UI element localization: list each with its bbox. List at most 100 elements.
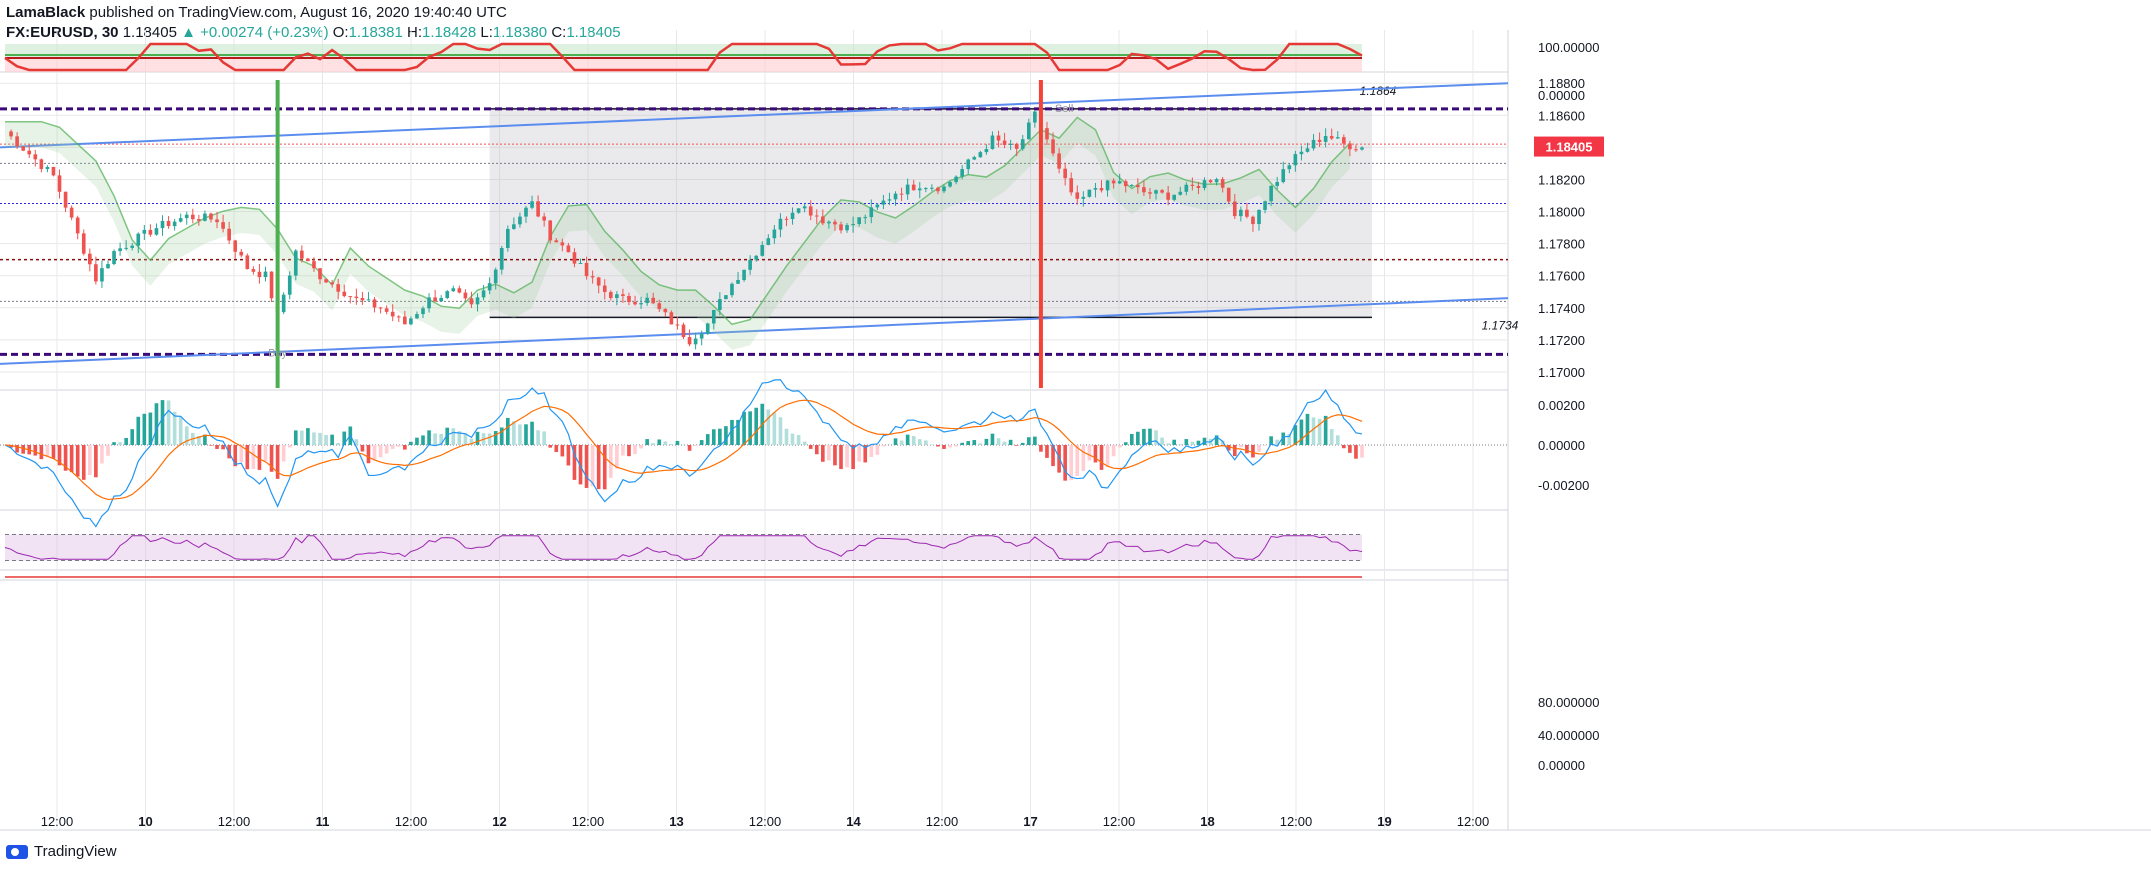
macd-line xyxy=(4,379,1363,528)
candle-body xyxy=(772,229,777,239)
candle-body xyxy=(948,182,952,187)
candle-body xyxy=(178,218,183,222)
candle-body xyxy=(802,206,807,209)
candle-body xyxy=(839,224,843,231)
macd-histogram-bar xyxy=(736,419,740,445)
candle-body xyxy=(917,188,922,191)
macd-histogram-bar xyxy=(1220,440,1225,445)
candle-body xyxy=(154,228,159,235)
sell-marker-label: Sell xyxy=(1055,103,1073,115)
macd-histogram-bar xyxy=(875,445,880,455)
macd-histogram-bar xyxy=(1117,445,1122,448)
candle-body xyxy=(1323,136,1328,142)
macd-histogram-bar xyxy=(1148,428,1152,445)
candle-body xyxy=(378,307,383,309)
macd-histogram-bar xyxy=(657,439,662,445)
macd-histogram-bar xyxy=(409,441,413,445)
candle-body xyxy=(203,213,207,221)
macd-pane xyxy=(0,379,1508,528)
macd-histogram-bar xyxy=(203,434,207,445)
candle-body xyxy=(306,258,310,262)
macd-signal-line xyxy=(4,399,1363,501)
low-label: L: xyxy=(480,24,493,41)
macd-histogram-bar xyxy=(518,424,522,445)
buy-marker-line xyxy=(275,80,280,388)
macd-histogram-bar xyxy=(669,444,674,445)
candle-body xyxy=(669,312,674,325)
macd-histogram-bar xyxy=(457,431,462,445)
macd-histogram-bar xyxy=(851,445,855,470)
candle-body xyxy=(190,214,195,220)
macd-histogram-bar xyxy=(94,445,98,478)
candle-body xyxy=(118,248,122,252)
macd-histogram-bar xyxy=(512,421,516,445)
macd-histogram-bar xyxy=(1099,445,1104,470)
macd-histogram-bar xyxy=(1172,439,1177,445)
macd-histogram-bar xyxy=(1039,445,1043,452)
candle-body xyxy=(766,238,771,246)
macd-histogram-bar xyxy=(1014,445,1019,446)
candle-body xyxy=(372,299,377,308)
time-tick-label: 12:00 xyxy=(218,814,251,829)
trendline-lower xyxy=(0,297,1509,365)
macd-histogram-bar xyxy=(15,445,19,453)
macd-histogram-bar xyxy=(487,433,492,445)
macd-histogram-bar xyxy=(1317,418,1322,445)
macd-histogram-bar xyxy=(839,445,843,470)
time-tick-label: 17 xyxy=(1023,814,1037,829)
candle-body xyxy=(499,247,504,270)
candle-body xyxy=(221,222,225,229)
candle-body xyxy=(621,294,625,296)
brand-name: TradingView xyxy=(34,843,117,860)
macd-histogram-bar xyxy=(1239,445,1243,448)
candle-body xyxy=(645,297,649,304)
candle-body xyxy=(754,255,759,260)
macd-histogram-bar xyxy=(178,417,183,445)
macd-histogram-bar xyxy=(1002,441,1007,445)
macd-histogram-bar xyxy=(1311,417,1316,445)
macd-histogram-bar xyxy=(796,435,801,445)
candle-body xyxy=(1063,168,1067,179)
candle-body xyxy=(1166,192,1170,200)
candle-body xyxy=(1342,137,1346,144)
macd-histogram-bar xyxy=(160,400,165,445)
candle-body xyxy=(366,299,371,301)
candle-body xyxy=(1051,139,1055,154)
symbol-label: FX:EURUSD, 30 xyxy=(6,24,119,41)
author-name[interactable]: LamaBlack xyxy=(6,4,86,21)
candle-body xyxy=(784,218,789,220)
candle-body xyxy=(911,184,916,191)
candle-body xyxy=(881,200,886,205)
macd-histogram-bar xyxy=(1245,445,1249,454)
macd-histogram-bar xyxy=(893,438,898,445)
candle-body xyxy=(730,283,734,296)
macd-histogram-bar xyxy=(827,445,831,461)
macd-histogram-bar xyxy=(584,445,589,488)
macd-histogram-bar xyxy=(1154,430,1158,445)
tradingview-logo[interactable]: TradingView xyxy=(6,843,117,860)
macd-histogram-bar xyxy=(209,445,213,446)
candle-body xyxy=(893,193,898,200)
macd-histogram-bar xyxy=(433,433,437,445)
macd-histogram-bar xyxy=(336,443,341,445)
macd-histogram-bar xyxy=(845,445,849,468)
last-price-tag-label: 1.18405 xyxy=(1546,140,1593,155)
candle-body xyxy=(324,279,328,283)
macd-histogram-bar xyxy=(112,442,116,445)
candle-body xyxy=(699,333,704,339)
candle-body xyxy=(608,292,613,299)
candle-body xyxy=(336,284,341,292)
candle-body xyxy=(615,294,619,299)
macd-histogram-bar xyxy=(917,439,922,445)
candle-body xyxy=(814,215,819,217)
candle-body xyxy=(15,136,19,147)
macd-histogram-bar xyxy=(493,431,498,445)
macd-histogram-bar xyxy=(1342,445,1346,449)
candle-body xyxy=(403,316,407,325)
candle-body xyxy=(300,250,304,259)
macd-histogram-bar xyxy=(318,432,322,445)
macd-histogram-bar xyxy=(221,445,225,450)
candle-body xyxy=(924,188,928,190)
macd-histogram-bar xyxy=(300,430,304,445)
